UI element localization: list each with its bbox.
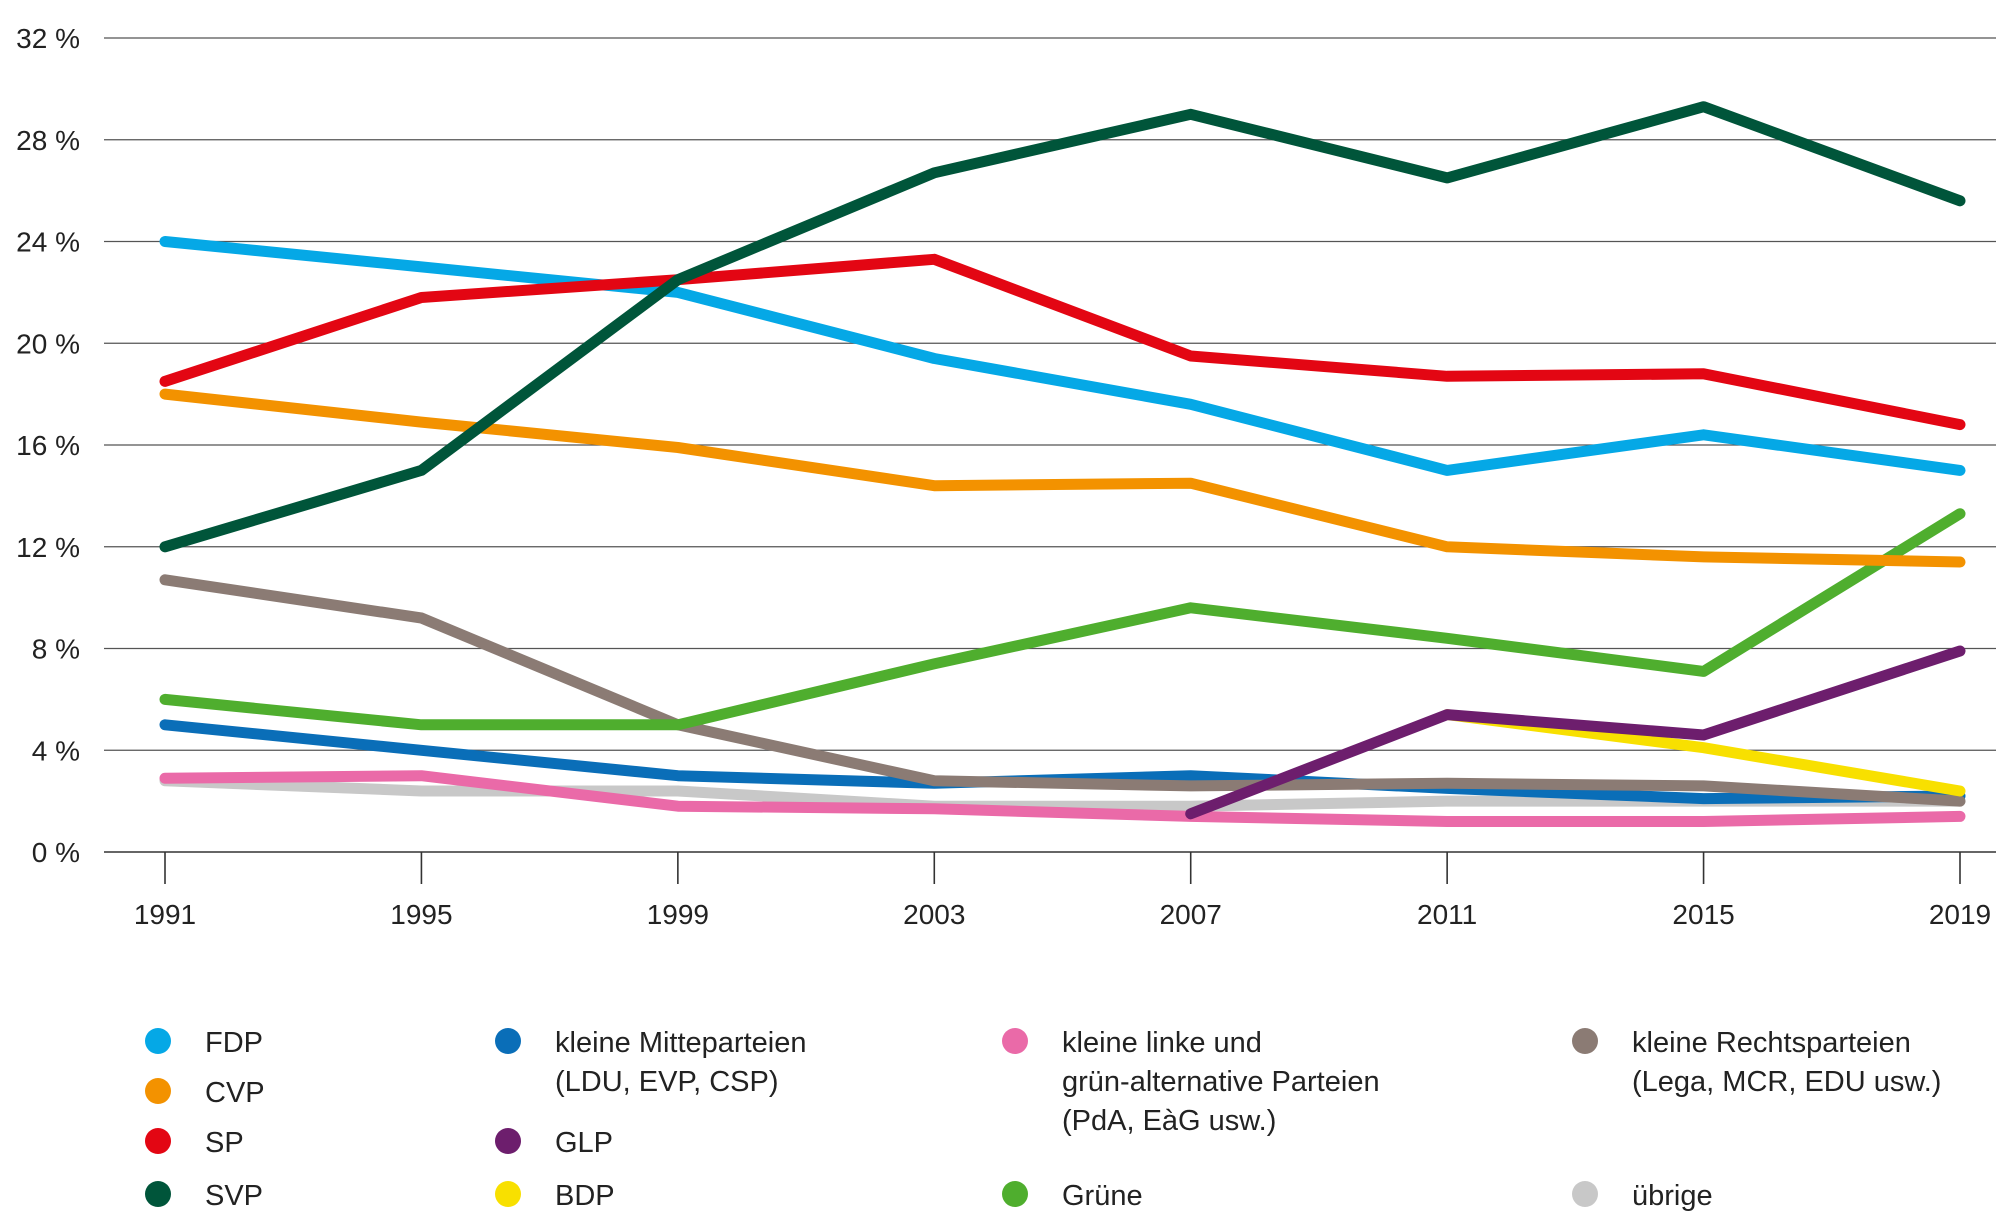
y-tick-label: 28 % [16,125,80,156]
legend: FDP CVP SP SVP kleine Mitteparteien (LDU, EVP… [145,1027,1941,1212]
x-tick-label: 1995 [390,899,452,930]
series-line-kleine-rechtsparteien [159,574,1966,807]
y-tick-label: 24 % [16,227,80,258]
legend-label: SVP [205,1180,263,1212]
x-tick-label: 2011 [1417,899,1477,930]
legend-label: kleine Rechtsparteien (Lega, MCR, EDU usw… [1632,1027,1941,1098]
y-tick-label: 12 % [16,532,80,563]
legend-label: Grüne [1062,1180,1143,1212]
legend-label: BDP [555,1180,615,1212]
series-line-svp [159,101,1966,553]
x-tick-label: 1991 [134,899,196,930]
legend-swatch [145,1078,171,1104]
legend-label: FDP [205,1027,263,1059]
legend-item-sp: SP [145,1127,244,1159]
legend-item-kleine-mitteparteien: kleine Mitteparteien (LDU, EVP, CSP) [495,1027,806,1098]
series-line-grune [159,508,1966,731]
series-line-fdp [159,236,1966,476]
legend-swatch [145,1028,171,1054]
legend-item-kleine-rechtsparteien: kleine Rechtsparteien (Lega, MCR, EDU usw… [1572,1027,1941,1098]
series-line-glp [1185,645,1966,820]
legend-label: kleine linke und grün-alternative Parteie… [1062,1027,1380,1137]
legend-item-cvp: CVP [145,1077,265,1109]
legend-swatch [495,1028,521,1054]
legend-item-bdp: BDP [495,1180,615,1212]
y-tick-label: 4 % [32,735,80,766]
x-tick-label: 2007 [1160,899,1222,930]
legend-label: CVP [205,1077,265,1109]
legend-label: übrige [1632,1180,1713,1212]
x-axis: 1991 1995 1999 2003 2007 2011 2015 2019 [134,852,1991,930]
legend-item-ubrige: übrige [1572,1180,1713,1212]
legend-label: SP [205,1127,244,1159]
series-lines [159,101,1966,827]
y-tick-label: 32 % [16,23,80,54]
y-axis-tick-labels: 0 % 4 % 8 % 12 % 16 % 20 % 24 % 28 % 32 % [16,23,80,868]
x-tick-label: 2003 [903,899,965,930]
legend-swatch [495,1181,521,1207]
legend-item-grune: Grüne [1002,1180,1143,1212]
legend-item-glp: GLP [495,1127,613,1159]
legend-swatch [145,1128,171,1154]
legend-swatch [495,1128,521,1154]
y-tick-label: 20 % [16,328,80,359]
series-line-sp [159,253,1966,431]
legend-swatch [1002,1028,1028,1054]
y-tick-label: 16 % [16,430,80,461]
series-line-cvp [159,388,1966,568]
legend-item-fdp: FDP [145,1027,263,1059]
x-tick-label: 2019 [1929,899,1991,930]
legend-swatch [1572,1028,1598,1054]
series-line-kleine-linke-und [159,770,1966,827]
x-tick-label: 1999 [647,899,709,930]
x-tick-label: 2015 [1672,899,1734,930]
legend-item-kleine-linke-und: kleine linke und grün-alternative Parteie… [1002,1027,1380,1137]
legend-label: kleine Mitteparteien (LDU, EVP, CSP) [555,1027,806,1098]
y-tick-label: 0 % [32,837,80,868]
legend-swatch [145,1181,171,1207]
legend-swatch [1002,1181,1028,1207]
y-tick-label: 8 % [32,634,80,665]
legend-item-svp: SVP [145,1180,263,1212]
legend-swatch [1572,1181,1598,1207]
legend-label: GLP [555,1127,613,1159]
